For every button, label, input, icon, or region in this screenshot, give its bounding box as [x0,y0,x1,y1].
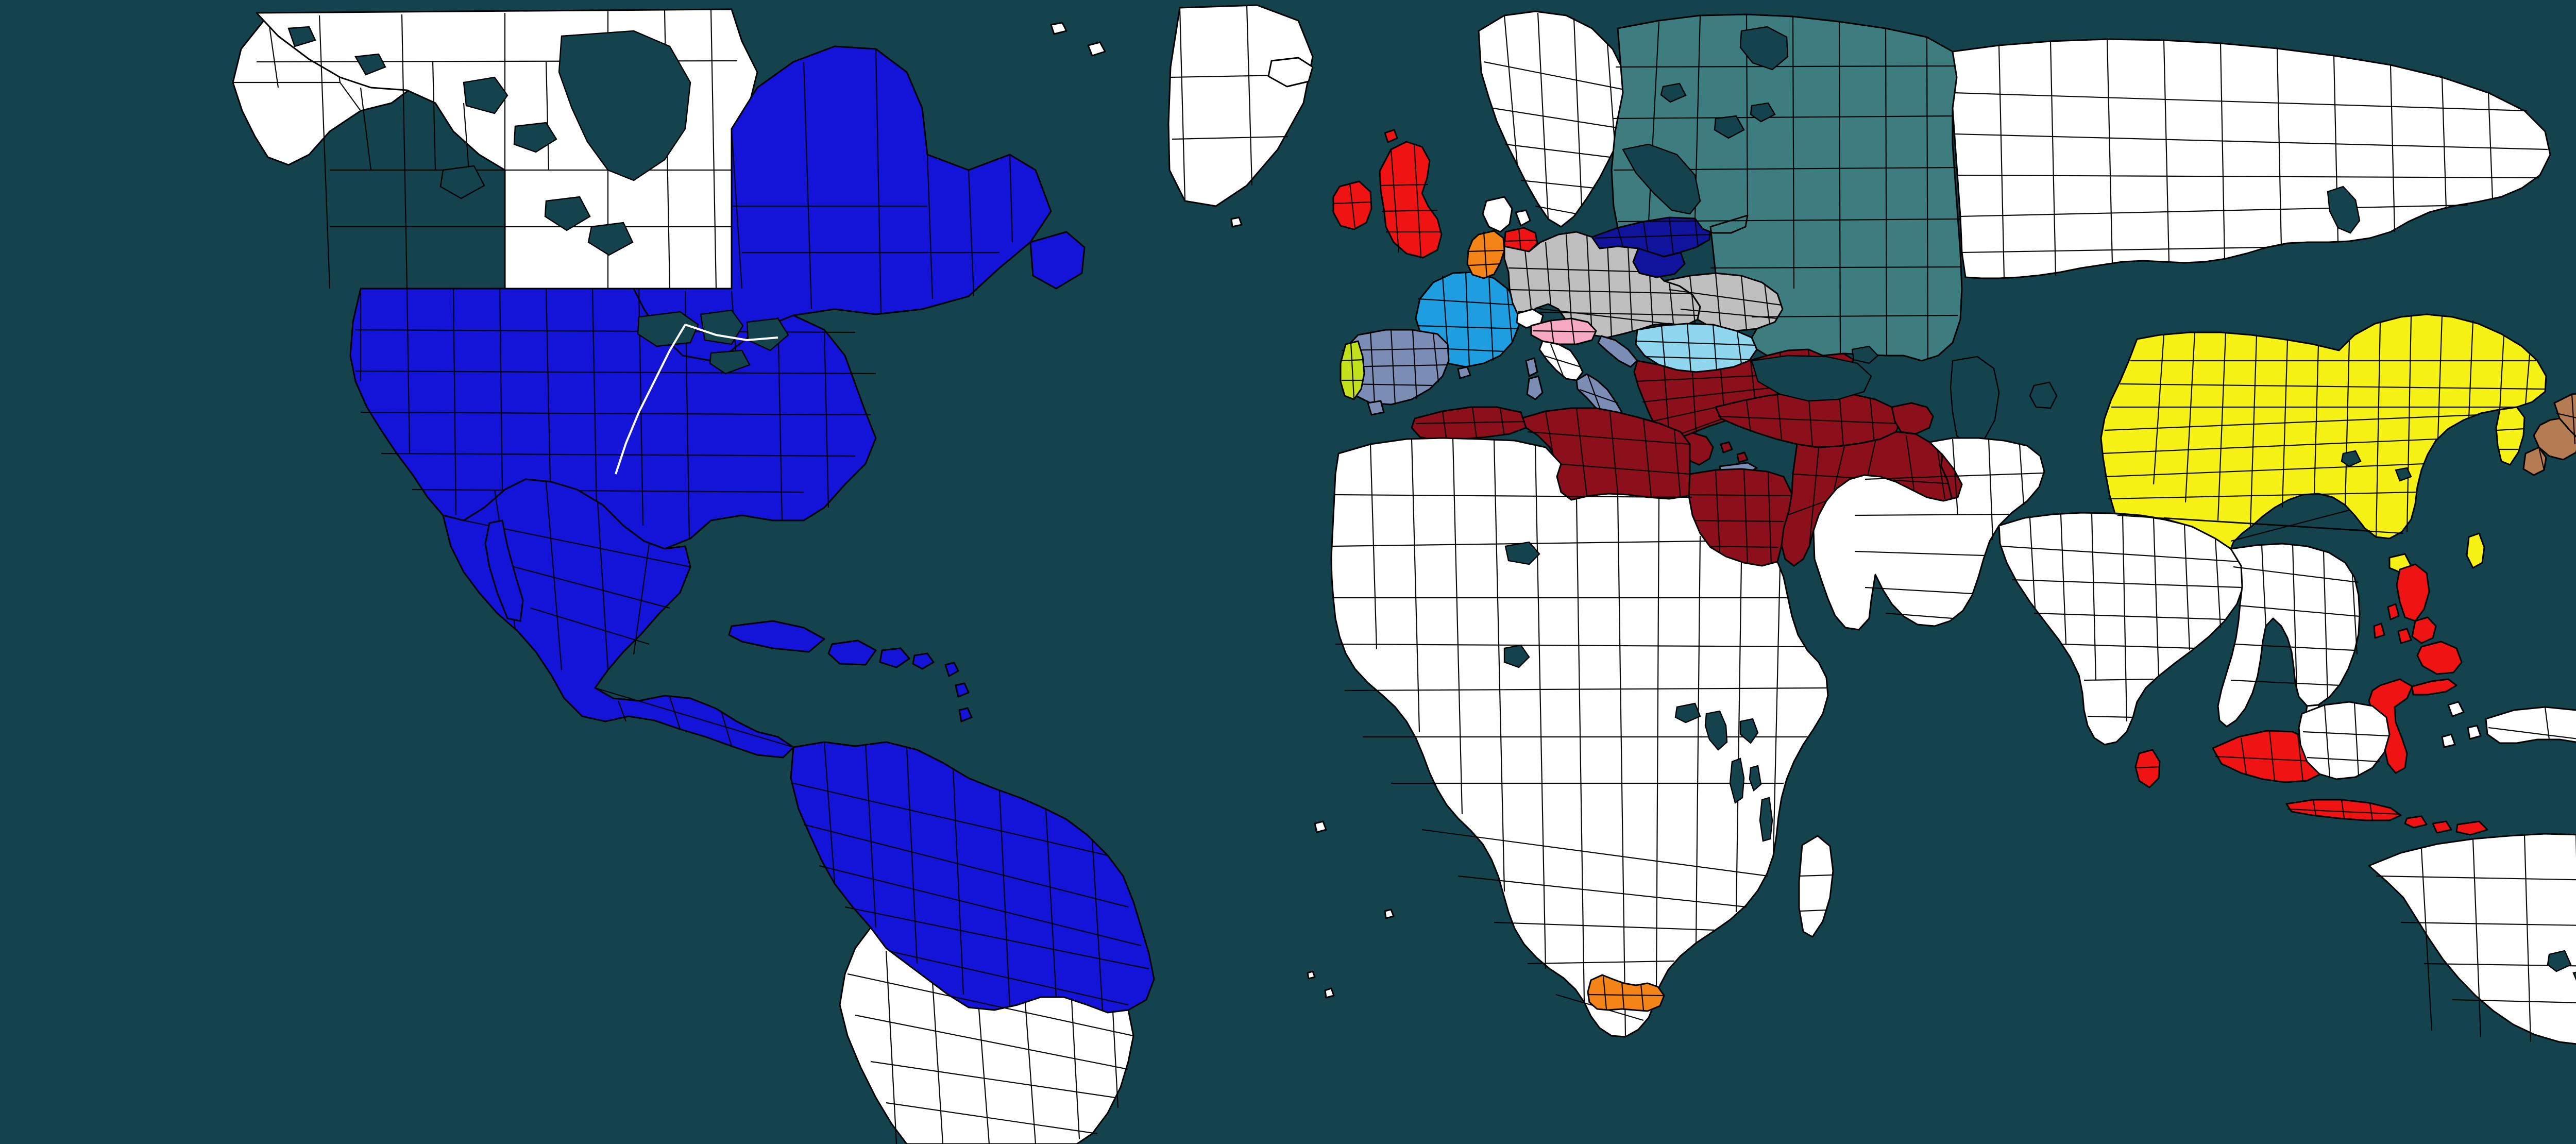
region-prussia-silesia[interactable] [1632,247,1686,278]
sri-lanka-province-lines [2136,766,2160,769]
region-sri-lanka[interactable] [2134,749,2161,788]
libya-province-lines [1527,408,1690,499]
java-province-lines [2287,799,2400,821]
atlantic-islands [1050,22,1395,999]
japan-province-lines [2538,394,2576,470]
great-lakes [637,309,789,375]
siberia-province-lines [1953,39,2548,279]
denmark-isles[interactable] [1515,209,1531,227]
indochina-province-lines [2230,544,2360,699]
region-korea[interactable] [2495,406,2526,466]
hudson-bay [558,30,691,181]
lake-chad [1503,644,1530,668]
spain-province-lines [1341,329,1449,405]
lesser-sunda-islands[interactable] [2404,815,2488,836]
region-philippines-luzon[interactable] [2396,563,2430,622]
india-province-lines [2001,513,2243,722]
region-taiwan[interactable] [2466,532,2485,569]
region-siberia-central-asia[interactable] [1952,38,2551,279]
algeria-province-lines [1415,407,1526,442]
region-denmark[interactable] [1482,196,1513,233]
black-sea [1751,355,1872,402]
austria-province-lines [1669,273,1782,330]
piedmont-province-lines [1532,318,1597,345]
borneo-province-lines [2302,702,2389,778]
region-japan-south[interactable] [2533,417,2576,461]
papal-province-lines [1543,344,1581,379]
region-baja-california[interactable] [484,519,524,622]
white-sea [1739,26,1789,71]
ireland-province-lines [1333,183,1372,228]
region-newfoundland[interactable] [1029,231,1086,290]
region-cape-colony[interactable] [1587,974,1665,1012]
scandinavia-province-lines [1483,12,1628,220]
egypt-province-lines [1689,468,1792,565]
region-united-states[interactable] [349,288,877,550]
low-countries-province-lines [1467,231,1505,279]
lake-baikal [2327,186,2361,234]
aral-sea [2029,381,2058,409]
balearic-islands[interactable] [1457,366,1471,379]
scotland-isles[interactable] [1384,129,1398,143]
region-madagascar[interactable] [1798,835,1834,938]
sumatra-province-lines [2215,730,2324,782]
anatolia-province-lines [1718,392,1901,447]
north-canada-lakes [287,26,634,256]
region-greenland[interactable] [1167,4,1314,207]
canada-east-province-lines [731,48,1013,315]
region-iceland[interactable] [1267,57,1314,88]
france-province-lines [1416,272,1519,367]
new-guinea-province-lines [2488,706,2576,740]
greenland-province-lines [1169,5,1309,201]
africa-lakes [1504,541,1773,842]
mississippi-river [615,324,686,475]
alaska-province-lines [233,12,436,111]
region-philippines-visayas[interactable] [2411,616,2437,644]
korea-province-lines [2496,428,2524,450]
caribbean-islands[interactable] [728,620,973,722]
hungary-province-lines [1637,323,1757,373]
russia-lakes [1660,82,1776,139]
sulawesi-north-arm[interactable] [2411,678,2458,696]
persia-province-lines [1854,439,2044,619]
australia-lakes [2547,950,2576,981]
madagascar-province-lines [1800,874,1833,912]
china-lakes [2341,450,2412,482]
south-america-south-province-lines [847,950,1134,1144]
levant-province-lines [1786,435,1962,547]
region-sardinia-island[interactable] [1526,375,1544,400]
region-qing-china[interactable] [2100,313,2547,550]
region-corsica[interactable] [1525,357,1538,377]
portugal-province-lines [1340,342,1364,399]
prussia-province-lines [1594,217,1711,258]
baltic-sea [1622,143,1701,215]
region-great-britain[interactable] [1379,141,1443,259]
region-new-guinea[interactable] [2485,706,2576,763]
region-dalmatia[interactable] [1597,335,1638,368]
region-borneo[interactable] [2298,701,2391,780]
russia-province-lines [1612,14,1961,359]
philippines-small-islands[interactable] [2373,603,2412,644]
region-philippines-mindanao[interactable] [2416,641,2463,675]
sea-of-azov [1851,345,1879,364]
ohio-river [685,324,778,342]
region-ottoman-caucasus[interactable] [1891,402,1934,435]
germany-province-lines [1508,234,1701,338]
region-scandinavia[interactable] [1478,10,1630,228]
hanover-province-lines [1504,228,1538,253]
great-britain-province-lines [1380,145,1440,257]
aegean-islands[interactable] [1720,441,1749,463]
region-australia[interactable] [2368,826,2576,1045]
region-persia-arabia[interactable] [1812,437,2045,631]
china-province-lines [2102,315,2546,542]
south-america-north-province-lines [793,742,1149,1011]
moluccas-islands [2441,701,2482,748]
cape-colony-province-lines [1588,976,1664,1011]
gibraltar-strait-land[interactable] [1367,400,1385,416]
region-mexico[interactable] [442,478,794,759]
region-ottoman-algeria[interactable] [1411,406,1527,442]
